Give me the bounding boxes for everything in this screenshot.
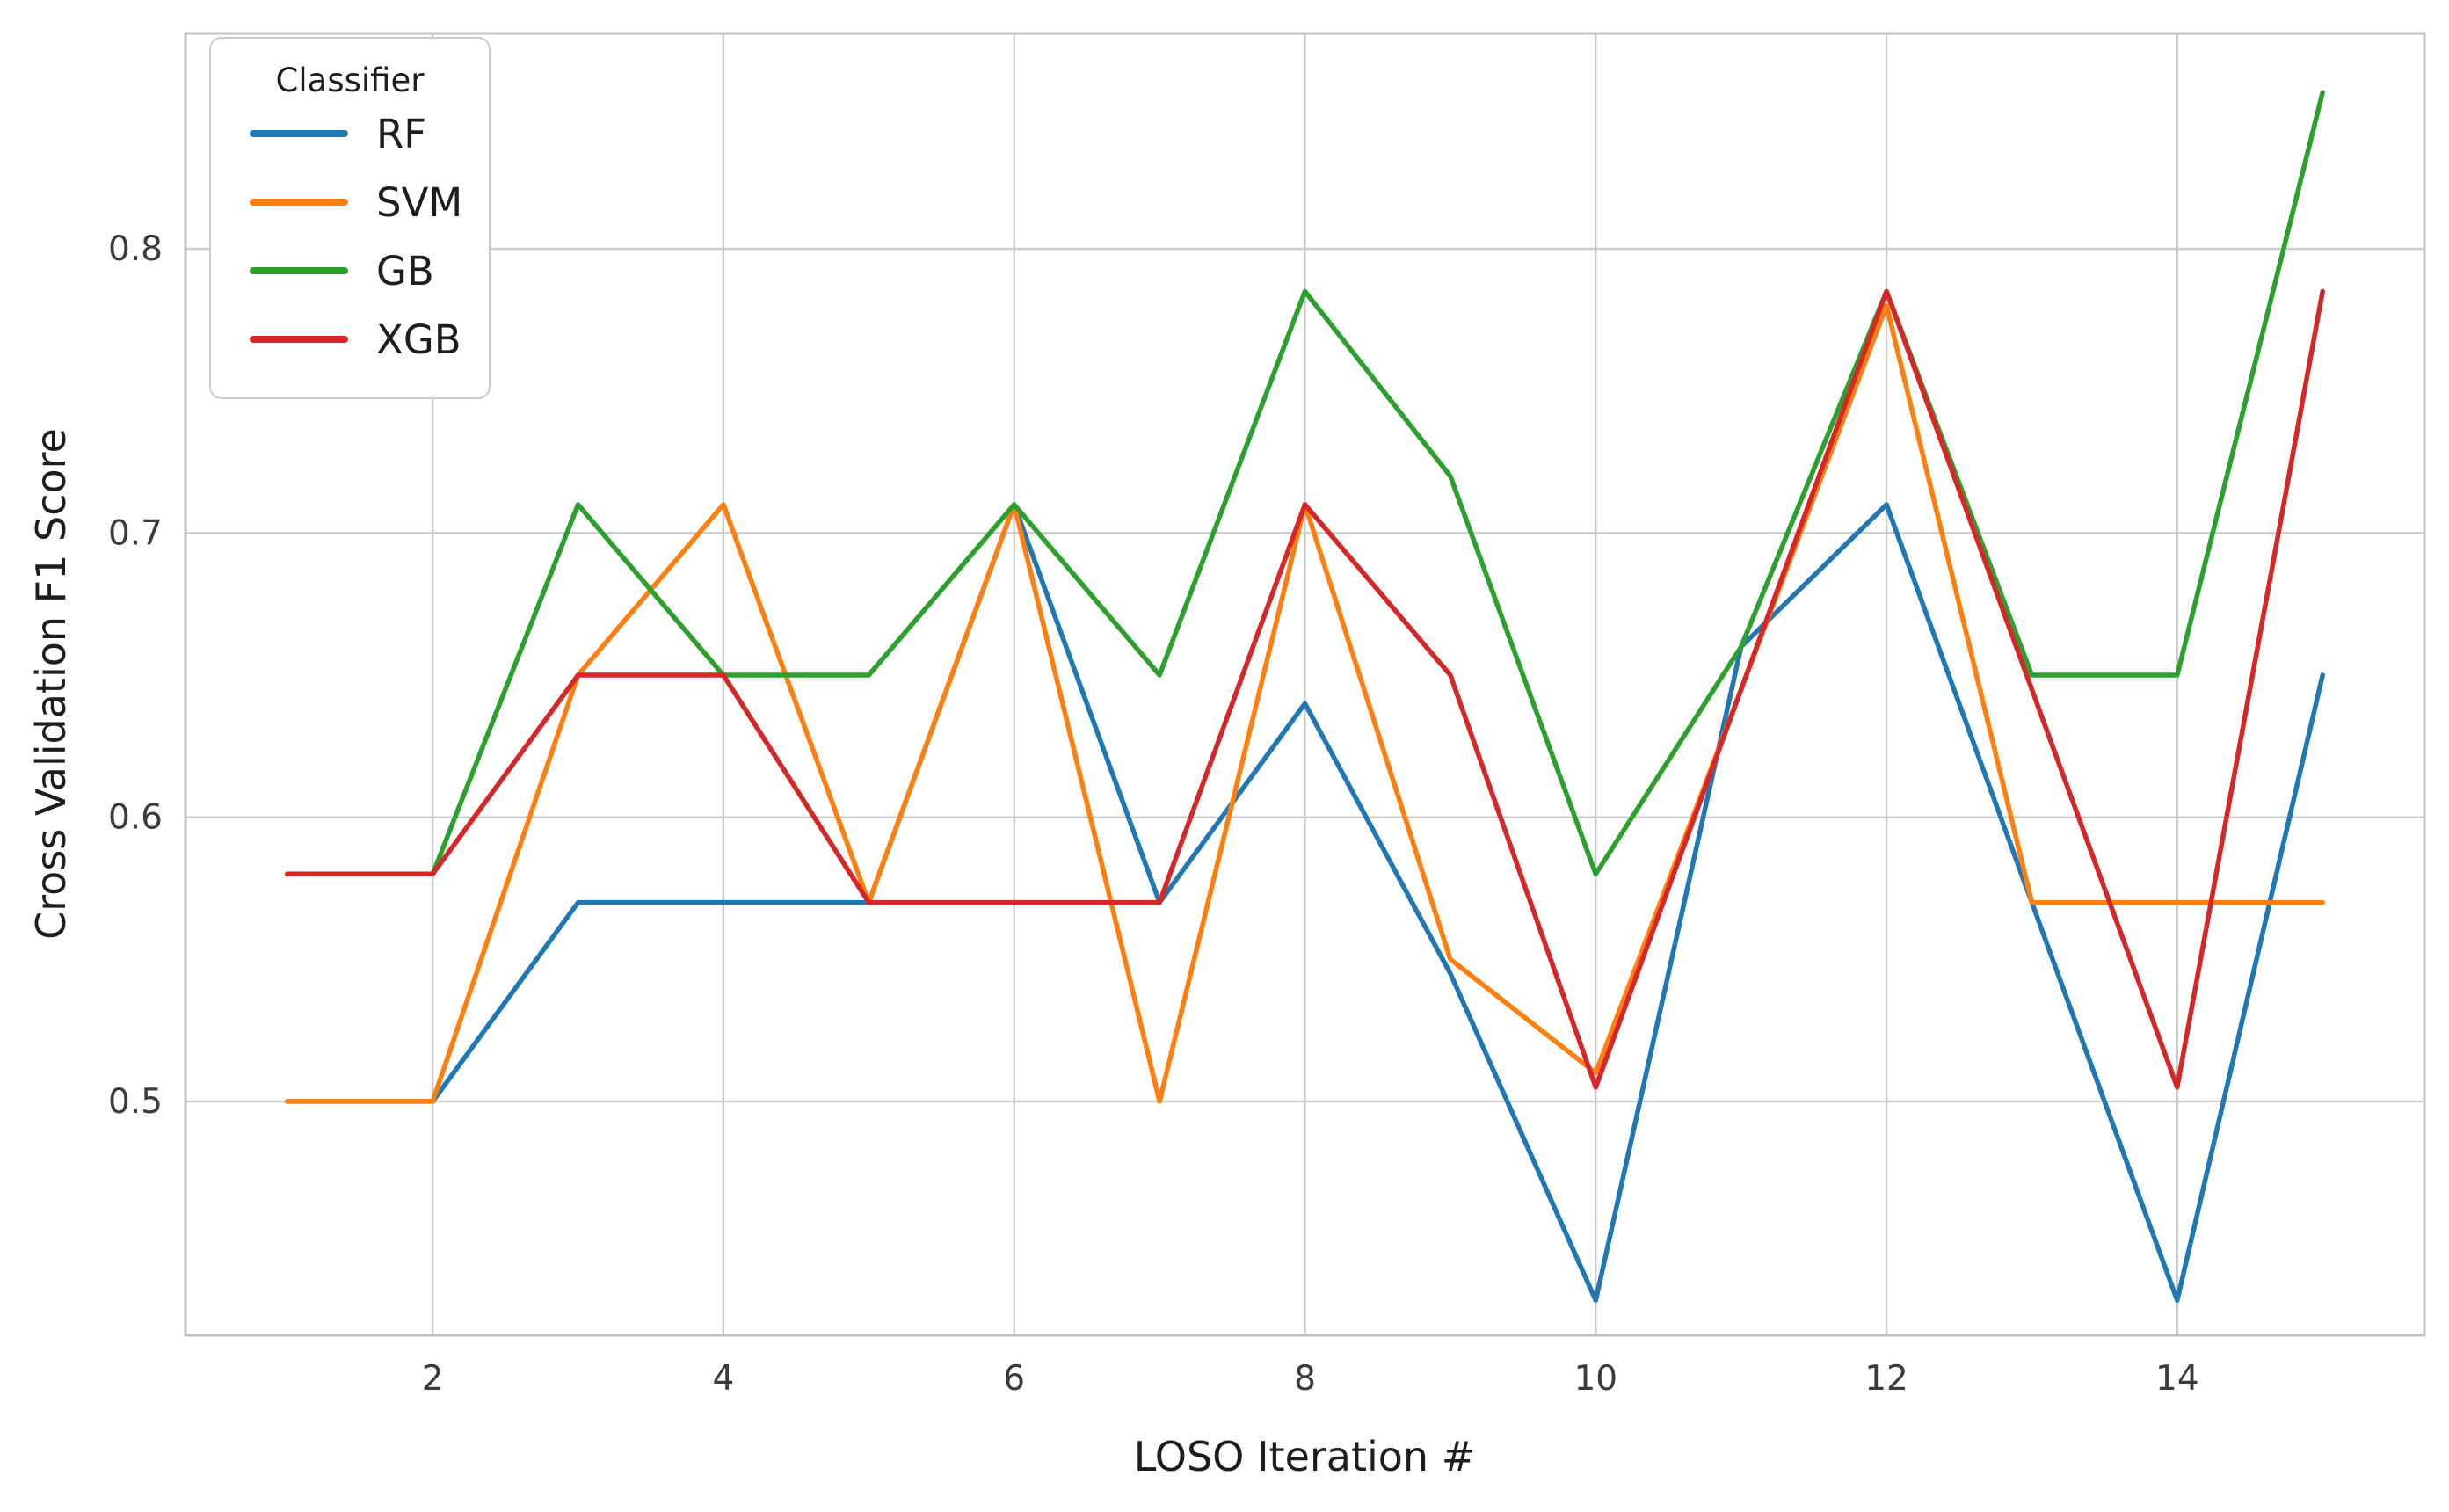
x-tick-label: 6 [1003, 1359, 1025, 1399]
legend-swatch-SVM [250, 199, 348, 206]
x-tick-label: 4 [713, 1359, 735, 1399]
x-tick-label: 2 [422, 1359, 444, 1399]
legend-title: Classifier [275, 62, 425, 99]
legend-item-GB: GB [211, 236, 489, 305]
x-axis-label: LOSO Iteration # [1133, 1433, 1476, 1480]
legend-label: RF [376, 110, 427, 157]
y-tick-label: 0.6 [108, 798, 163, 838]
y-tick-label: 0.8 [108, 229, 163, 269]
legend-swatch-XGB [250, 336, 348, 343]
legend-label: GB [376, 247, 434, 294]
x-tick-label: 8 [1294, 1359, 1316, 1399]
legend-item-RF: RF [211, 99, 489, 168]
x-tick-label: 14 [2155, 1359, 2199, 1399]
legend-label: SVM [376, 178, 463, 226]
legend-item-XGB: XGB [211, 305, 489, 374]
plot-border [184, 32, 2426, 1337]
legend: Classifier RF SVM GB XGB [209, 37, 491, 399]
series-line-RF [285, 502, 2325, 1303]
y-axis-label: Cross Validation F1 Score [27, 428, 75, 940]
legend-swatch-RF [250, 130, 348, 137]
legend-items: RF SVM GB XGB [211, 99, 489, 374]
x-tick-label: 12 [1864, 1359, 1908, 1399]
y-tick-label: 0.5 [108, 1082, 163, 1122]
legend-item-SVM: SVM [211, 168, 489, 236]
x-tick-label: 10 [1573, 1359, 1617, 1399]
y-tick-label: 0.7 [108, 513, 163, 553]
series-line-XGB [285, 288, 2325, 1090]
legend-swatch-GB [250, 267, 348, 274]
legend-label: XGB [376, 316, 461, 363]
series-line-GB [285, 90, 2325, 877]
